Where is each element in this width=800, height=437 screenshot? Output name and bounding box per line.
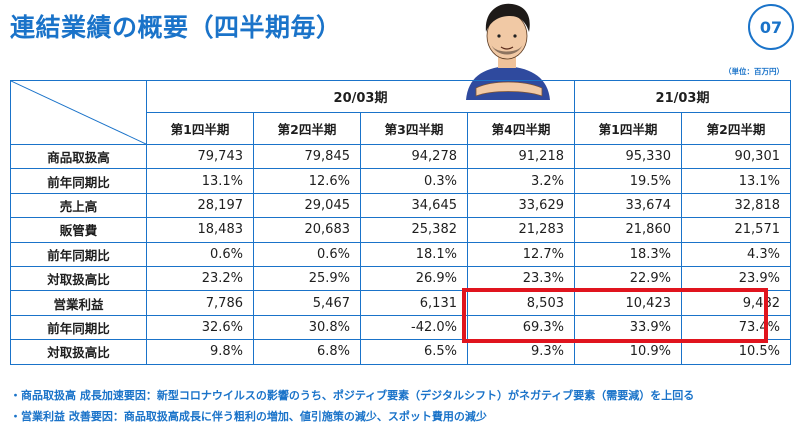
- table-cell: 73.4%: [681, 314, 791, 341]
- table-cell: 30.8%: [253, 314, 361, 341]
- table-cell: 34,645: [360, 192, 468, 219]
- table-cell: 32,818: [681, 192, 791, 219]
- table-cell: 18.3%: [574, 241, 682, 267]
- page-number-badge: 07: [748, 4, 794, 50]
- table-cell: 18.1%: [360, 241, 468, 267]
- row-label: 商品取扱高: [10, 143, 147, 170]
- table-cell: 29,045: [253, 192, 361, 219]
- table-cell: 0.6%: [253, 241, 361, 267]
- corner-cell: [10, 80, 147, 145]
- results-table-wrapper: 20/03期 21/03期 第1四半期 第2四半期 第3四半期 第4四半期 第1…: [10, 80, 791, 367]
- unit-note: （単位：百万円）: [724, 67, 784, 76]
- table-cell: 33,629: [467, 192, 575, 219]
- table-cell: 6.5%: [360, 339, 468, 365]
- quarter-header: 第4四半期: [467, 112, 575, 145]
- row-label: 前年同期比: [10, 314, 147, 341]
- page-title: 連結業績の概要（四半期毎）: [10, 13, 342, 42]
- table-cell: 21,571: [681, 217, 791, 243]
- table-cell: 4.3%: [681, 241, 791, 267]
- table-cell: 7,786: [146, 290, 254, 316]
- quarter-header: 第1四半期: [146, 112, 254, 145]
- row-label: 営業利益: [10, 290, 147, 316]
- table-cell: 9.3%: [467, 339, 575, 365]
- quarter-header: 第2四半期: [253, 112, 361, 145]
- table-cell: 10.5%: [681, 339, 791, 365]
- table-cell: 18,483: [146, 217, 254, 243]
- table-cell: 23.3%: [467, 265, 575, 292]
- table-cell: 9.8%: [146, 339, 254, 365]
- quarter-header: 第2四半期: [681, 112, 791, 145]
- quarter-header: 第1四半期: [574, 112, 682, 145]
- table-row: 販管費 18,483 20,683 25,382 21,283 21,860 2…: [10, 217, 791, 243]
- table-row: 前年同期比 13.1% 12.6% 0.3% 3.2% 19.5% 13.1%: [10, 168, 791, 194]
- group-header-fy2103: 21/03期: [574, 80, 791, 113]
- table-cell: 10.9%: [574, 339, 682, 365]
- table-cell: 21,860: [574, 217, 682, 243]
- table-row: 前年同期比 32.6% 30.8% -42.0% 69.3% 33.9% 73.…: [10, 314, 791, 341]
- table-cell: 95,330: [574, 143, 682, 170]
- row-label: 対取扱高比: [10, 339, 147, 365]
- table-row: 営業利益 7,786 5,467 6,131 8,503 10,423 9,48…: [10, 290, 791, 316]
- table-row: 対取扱高比 9.8% 6.8% 6.5% 9.3% 10.9% 10.5%: [10, 339, 791, 365]
- table-cell: 28,197: [146, 192, 254, 219]
- table-cell: 79,845: [253, 143, 361, 170]
- table-cell: 6.8%: [253, 339, 361, 365]
- table-cell: 8,503: [467, 290, 575, 316]
- table-cell: 20,683: [253, 217, 361, 243]
- table-row: 商品取扱高 79,743 79,845 94,278 91,218 95,330…: [10, 143, 791, 170]
- table-cell: -42.0%: [360, 314, 468, 341]
- notes: ・商品取扱高 成長加速要因：新型コロナウイルスの影響のうち、ポジティブ要素（デジ…: [10, 385, 790, 427]
- table-cell: 69.3%: [467, 314, 575, 341]
- table-cell: 3.2%: [467, 168, 575, 194]
- table-row: 売上高 28,197 29,045 34,645 33,629 33,674 3…: [10, 192, 791, 219]
- row-label: 前年同期比: [10, 241, 147, 267]
- table-cell: 33.9%: [574, 314, 682, 341]
- table-cell: 25.9%: [253, 265, 361, 292]
- table-cell: 33,674: [574, 192, 682, 219]
- table-cell: 13.1%: [681, 168, 791, 194]
- row-label: 販管費: [10, 217, 147, 243]
- table-cell: 32.6%: [146, 314, 254, 341]
- table-cell: 0.6%: [146, 241, 254, 267]
- table-cell: 6,131: [360, 290, 468, 316]
- row-label: 売上高: [10, 192, 147, 219]
- table-cell: 25,382: [360, 217, 468, 243]
- table-cell: 90,301: [681, 143, 791, 170]
- group-header-fy2003: 20/03期: [146, 80, 575, 113]
- table-cell: 23.2%: [146, 265, 254, 292]
- table-cell: 22.9%: [574, 265, 682, 292]
- corner-diagonal: [11, 81, 146, 144]
- row-label: 対取扱高比: [10, 265, 147, 292]
- table-cell: 9,482: [681, 290, 791, 316]
- table-cell: 10,423: [574, 290, 682, 316]
- quarter-header: 第3四半期: [360, 112, 468, 145]
- table-cell: 94,278: [360, 143, 468, 170]
- table-cell: 19.5%: [574, 168, 682, 194]
- quarterly-results-table: 20/03期 21/03期 第1四半期 第2四半期 第3四半期 第4四半期 第1…: [10, 80, 791, 365]
- table-cell: 13.1%: [146, 168, 254, 194]
- table-cell: 12.7%: [467, 241, 575, 267]
- table-cell: 21,283: [467, 217, 575, 243]
- table-cell: 0.3%: [360, 168, 468, 194]
- note-line: ・営業利益 改善要因：商品取扱高成長に伴う粗利の増加、値引施策の減少、スポット費…: [10, 410, 487, 423]
- table-cell: 12.6%: [253, 168, 361, 194]
- table-cell: 79,743: [146, 143, 254, 170]
- note-line: ・商品取扱高 成長加速要因：新型コロナウイルスの影響のうち、ポジティブ要素（デジ…: [10, 389, 695, 402]
- table-cell: 91,218: [467, 143, 575, 170]
- table-cell: 5,467: [253, 290, 361, 316]
- table-row: 対取扱高比 23.2% 25.9% 26.9% 23.3% 22.9% 23.9…: [10, 265, 791, 292]
- row-label: 前年同期比: [10, 168, 147, 194]
- table-cell: 23.9%: [681, 265, 791, 292]
- table-row: 前年同期比 0.6% 0.6% 18.1% 12.7% 18.3% 4.3%: [10, 241, 791, 267]
- table-cell: 26.9%: [360, 265, 468, 292]
